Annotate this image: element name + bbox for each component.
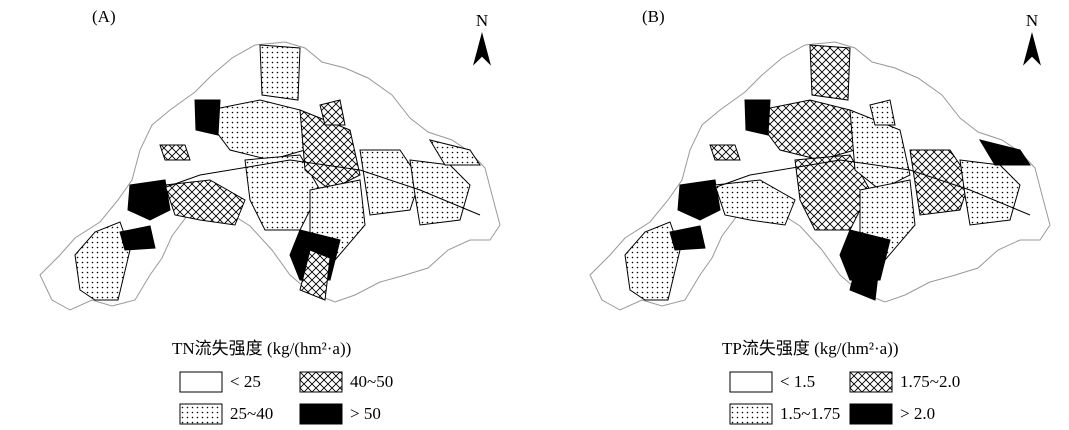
legend-label: < 25	[230, 372, 261, 391]
land-patch	[119, 225, 156, 251]
legend-label: 1.5~1.75	[780, 404, 840, 423]
map-panel: (A) N TN流失强度 (kg/(hm²·a)) < 25 25~40 40~50 > 5…	[39, 7, 501, 425]
land-patch	[714, 179, 796, 226]
north-arrow	[473, 32, 491, 66]
legend-swatch	[299, 371, 343, 393]
land-patch	[259, 44, 301, 101]
legend-swatch	[179, 371, 223, 393]
land-patch	[127, 179, 171, 221]
land-patch	[74, 221, 131, 301]
land-patch	[809, 44, 851, 101]
land-patch	[159, 144, 191, 161]
legend-swatch	[729, 403, 773, 425]
land-patch	[164, 179, 246, 226]
legend-title: TP流失强度 (kg/(hm²·a))	[722, 339, 898, 358]
north-label: N	[1026, 11, 1038, 30]
land-patch	[194, 99, 221, 136]
road-line	[679, 159, 1031, 216]
land-patch	[319, 99, 346, 126]
panel-label: (B)	[642, 7, 665, 26]
land-patch	[744, 99, 771, 136]
north-label: N	[476, 11, 488, 30]
land-patch	[849, 249, 881, 301]
land-patch	[624, 221, 681, 301]
legend-label: > 2.0	[900, 404, 935, 423]
legend-swatch	[299, 403, 343, 425]
road-line	[129, 159, 481, 216]
legend-title: TN流失强度 (kg/(hm²·a))	[172, 339, 351, 358]
legend-swatch	[849, 403, 893, 425]
land-patch	[869, 99, 896, 126]
land-patch	[299, 249, 331, 301]
legend-swatch	[729, 371, 773, 393]
land-patch	[428, 139, 481, 166]
legend-label: > 50	[350, 404, 381, 423]
map-panel: (B) N TP流失强度 (kg/(hm²·a)) < 1.5 1.5~1.75 1.75…	[589, 7, 1051, 425]
legend-label: 40~50	[350, 372, 393, 391]
land-patch	[709, 144, 741, 161]
legend-label: 25~40	[230, 404, 273, 423]
north-arrow	[1023, 32, 1041, 66]
panel-label: (A)	[92, 7, 116, 26]
land-patch	[677, 179, 721, 221]
legend-label: < 1.5	[780, 372, 815, 391]
legend-label: 1.75~2.0	[900, 372, 960, 391]
land-patch	[669, 225, 706, 251]
legend-swatch	[849, 371, 893, 393]
legend-swatch	[179, 403, 223, 425]
land-patch	[978, 139, 1031, 166]
